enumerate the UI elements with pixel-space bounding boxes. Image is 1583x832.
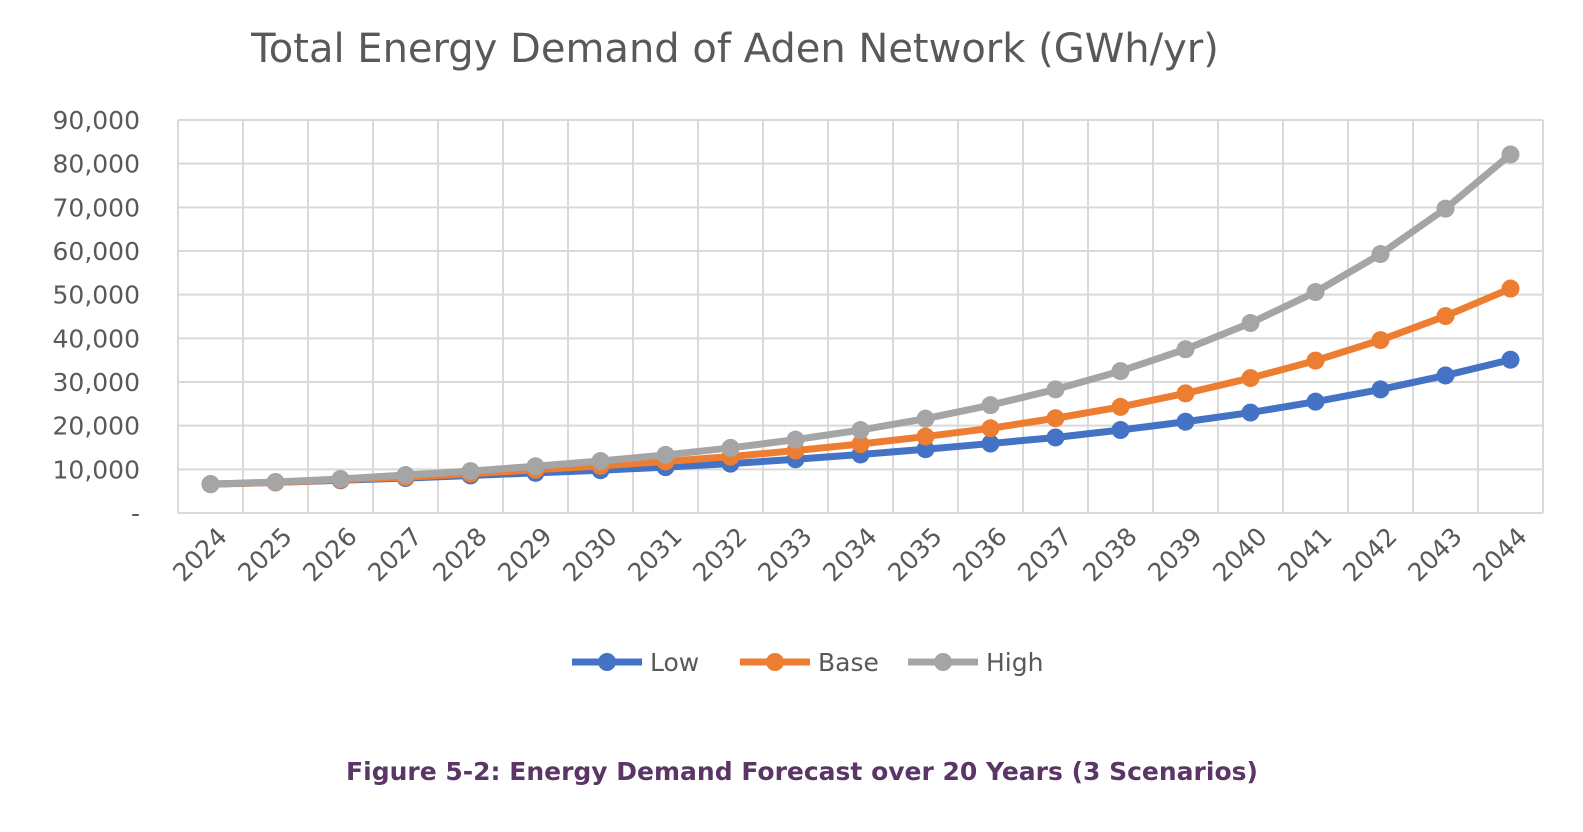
y-tick-label: 70,000 <box>53 193 140 222</box>
data-point <box>1306 392 1325 411</box>
data-point <box>981 419 1000 438</box>
x-tick-label: 2035 <box>882 522 947 587</box>
data-point <box>1111 397 1130 416</box>
x-tick-label: 2038 <box>1077 522 1142 587</box>
x-tick-label: 2042 <box>1337 522 1402 587</box>
x-tick-label: 2039 <box>1142 522 1207 587</box>
x-tick-label: 2026 <box>297 522 362 587</box>
data-point <box>1046 380 1065 399</box>
data-point <box>526 457 545 476</box>
x-tick-label: 2029 <box>492 522 557 587</box>
figure-caption: Figure 5-2: Energy Demand Forecast over … <box>346 757 1258 786</box>
x-tick-label: 2033 <box>752 522 817 587</box>
x-tick-label: 2027 <box>362 522 427 587</box>
data-point <box>331 469 350 488</box>
data-point <box>916 440 935 459</box>
x-tick-label: 2040 <box>1207 522 1272 587</box>
legend-label: High <box>986 648 1043 677</box>
data-point <box>1241 314 1260 333</box>
data-point <box>656 445 675 464</box>
legend-marker <box>766 653 784 671</box>
data-point <box>1371 331 1390 350</box>
data-point <box>1306 351 1325 370</box>
data-point <box>1371 380 1390 399</box>
y-tick-label: 20,000 <box>53 412 140 441</box>
y-tick-label: 50,000 <box>53 281 140 310</box>
x-tick-label: 2036 <box>947 522 1012 587</box>
data-point <box>1241 369 1260 388</box>
data-point <box>461 462 480 481</box>
data-point <box>201 475 220 494</box>
data-point <box>1501 350 1520 369</box>
data-point <box>851 435 870 454</box>
y-tick-label: 30,000 <box>53 368 140 397</box>
x-tick-label: 2037 <box>1012 522 1077 587</box>
x-tick-label: 2032 <box>687 522 752 587</box>
data-point <box>786 430 805 449</box>
chart-title: Total Energy Demand of Aden Network (GWh… <box>250 26 1219 72</box>
y-axis-tick-labels: - 10,000 20,000 30,000 40,000 50,000 60,000 70,… <box>53 106 140 528</box>
data-point <box>1046 409 1065 428</box>
data-point <box>981 396 1000 415</box>
data-point <box>1436 307 1455 326</box>
legend-label: Low <box>650 648 699 677</box>
data-point <box>916 427 935 446</box>
y-tick-label: 40,000 <box>53 324 140 353</box>
x-tick-label: 2044 <box>1467 522 1532 587</box>
data-point <box>1501 279 1520 298</box>
x-tick-label: 2043 <box>1402 522 1467 587</box>
data-point <box>1241 403 1260 422</box>
data-point <box>396 466 415 485</box>
x-tick-label: 2025 <box>232 522 297 587</box>
data-point <box>1176 340 1195 359</box>
data-point <box>1501 145 1520 164</box>
x-tick-label: 2028 <box>427 522 492 587</box>
legend-marker <box>934 653 952 671</box>
x-tick-label: 2031 <box>622 522 687 587</box>
data-point <box>851 421 870 440</box>
x-axis-tick-labels: 2024 2025 2026 2027 2028 2029 2030 2031 2032 2033… <box>167 522 1532 587</box>
data-point <box>591 452 610 471</box>
legend: Low Base High <box>572 648 1043 677</box>
y-tick-label: - <box>131 499 140 528</box>
data-point <box>1436 366 1455 385</box>
y-tick-label: 10,000 <box>53 455 140 484</box>
data-point <box>1306 283 1325 302</box>
data-point <box>1436 199 1455 218</box>
series-lines <box>201 145 1520 494</box>
legend-item-high: High <box>908 648 1043 677</box>
data-point <box>1176 384 1195 403</box>
y-tick-label: 90,000 <box>53 106 140 135</box>
data-point <box>1111 421 1130 440</box>
data-point <box>916 409 935 428</box>
legend-item-low: Low <box>572 648 699 677</box>
data-point <box>266 472 285 491</box>
data-point <box>1046 428 1065 447</box>
legend-marker <box>598 653 616 671</box>
series-high <box>201 145 1520 494</box>
data-point <box>981 434 1000 453</box>
legend-label: Base <box>818 648 879 677</box>
x-tick-label: 2030 <box>557 522 622 587</box>
data-point <box>1176 412 1195 431</box>
y-tick-label: 60,000 <box>53 237 140 266</box>
data-point <box>721 438 740 457</box>
y-tick-label: 80,000 <box>53 150 140 179</box>
x-tick-label: 2034 <box>817 522 882 587</box>
data-point <box>1111 362 1130 381</box>
x-tick-label: 2041 <box>1272 522 1337 587</box>
x-tick-label: 2024 <box>167 522 232 587</box>
data-point <box>1371 245 1390 264</box>
legend-item-base: Base <box>740 648 879 677</box>
